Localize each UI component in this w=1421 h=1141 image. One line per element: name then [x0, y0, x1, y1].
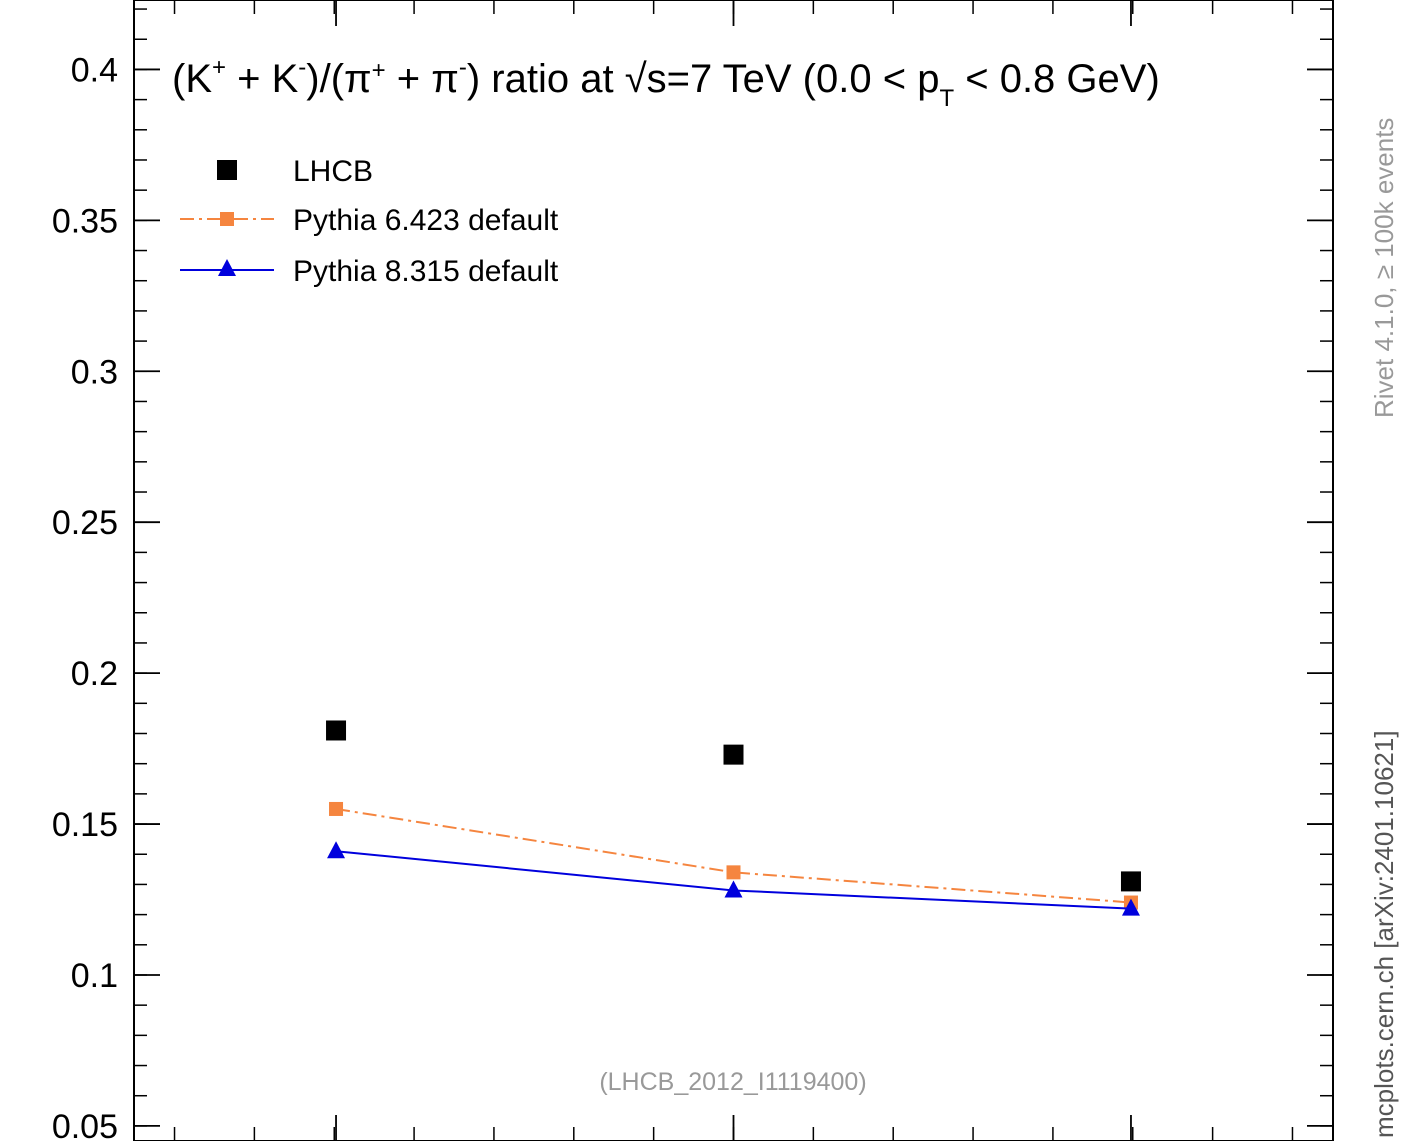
legend-marker-pythia8 [218, 259, 236, 276]
data-point [724, 880, 743, 898]
series-layer [326, 720, 1141, 916]
legend-marker-pythia6 [220, 212, 234, 226]
legend-label-lhcb: LHCB [293, 155, 373, 188]
y-tick-label: 0.15 [52, 806, 118, 844]
data-point [726, 865, 741, 880]
y-tick-label: 0.1 [71, 957, 118, 995]
axis-layer: 0.05 0.1 0.15 0.2 0.25 0.3 0.35 0.4 [52, 0, 1334, 1141]
legend-label-pythia8: Pythia 8.315 default [293, 255, 559, 288]
data-point [723, 744, 744, 765]
y-tick-label: 0.3 [71, 353, 118, 391]
series-line [335, 807, 1132, 904]
y-tick-label: 0.25 [52, 504, 118, 542]
legend: LHCB Pythia 6.423 default Pythia 8.315 d… [180, 155, 559, 288]
data-point [1121, 898, 1140, 916]
series-line [335, 850, 1132, 910]
y-tick-label: 0.05 [52, 1108, 118, 1141]
side-label-mcplots: mcplots.cern.ch [arXiv:2401.10621] [1369, 730, 1399, 1138]
data-point [326, 720, 347, 741]
legend-marker-lhcb [217, 160, 237, 180]
side-label-rivet: Rivet 4.1.0, ≥ 100k events [1369, 118, 1399, 418]
analysis-annotation: (LHCB_2012_I1119400) [599, 1068, 866, 1096]
data-point [329, 801, 344, 816]
plot-frame [133, 0, 1334, 1141]
y-tick-label: 0.2 [71, 655, 118, 693]
y-tick-label: 0.35 [52, 202, 118, 240]
chart-title: (K+ + K-)/(π+ + π-) ratio at √s=7 TeV (0… [172, 54, 1160, 112]
y-tick-label: 0.4 [71, 51, 118, 89]
data-point [1120, 871, 1141, 892]
data-point [327, 841, 346, 859]
legend-label-pythia6: Pythia 6.423 default [293, 204, 559, 237]
